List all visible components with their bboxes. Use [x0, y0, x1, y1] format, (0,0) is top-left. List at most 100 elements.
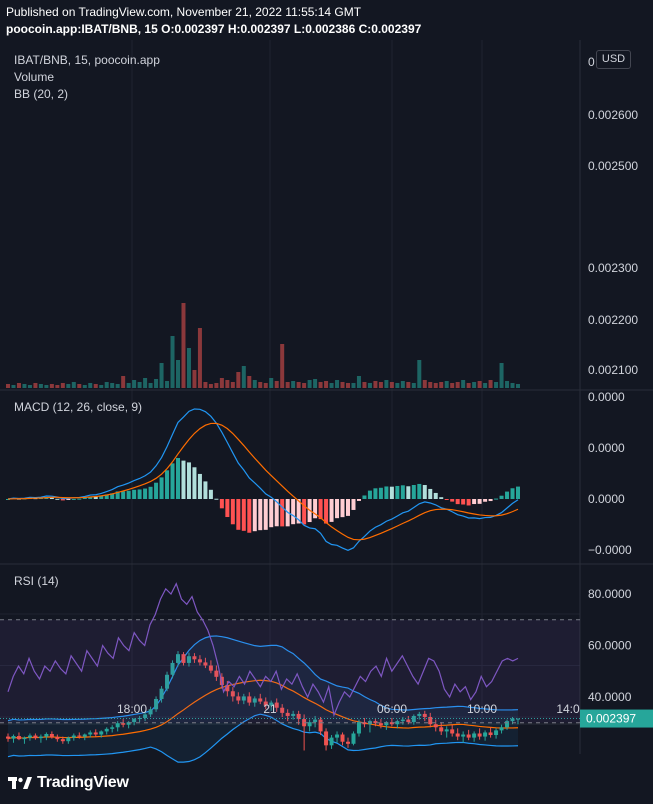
- candle-body: [241, 696, 246, 701]
- candle-body: [11, 736, 16, 739]
- macd-histogram-bar: [176, 458, 180, 499]
- candle-body: [296, 713, 301, 720]
- macd-axis-label: 0.0000: [588, 441, 625, 455]
- macd-histogram-bar: [461, 499, 466, 505]
- candle-body: [477, 733, 482, 737]
- candle-body: [66, 737, 71, 742]
- volume-bar: [296, 382, 301, 388]
- volume-bar: [88, 383, 93, 388]
- chart-area[interactable]: 0.002397 0 0.002600 0.002500 0.002300 0.00220…: [0, 40, 653, 764]
- rsi-axis-label: 60.0000: [588, 639, 632, 653]
- macd-histogram-bar: [340, 499, 345, 518]
- macd-histogram-bar: [77, 498, 82, 500]
- macd-histogram-bar: [280, 499, 285, 527]
- main-title: IBAT/BNB, 15, poocoin.app: [14, 53, 160, 67]
- macd-histogram-bar: [247, 499, 252, 533]
- volume-bar: [373, 381, 378, 388]
- volume-bar: [505, 381, 510, 388]
- macd-histogram-bar: [356, 499, 361, 501]
- macd-histogram-bar: [400, 485, 405, 499]
- volume-bar: [367, 383, 372, 388]
- candle-body: [510, 718, 515, 722]
- volume-bar: [400, 381, 405, 388]
- macd-histogram-bar: [214, 498, 219, 500]
- candle-body: [335, 734, 340, 738]
- candle-body: [6, 736, 10, 739]
- macd-histogram-bar: [230, 499, 235, 525]
- macd-histogram-bar: [417, 483, 422, 499]
- volume-bar: [225, 380, 230, 388]
- candle-body: [252, 698, 257, 703]
- candle-body: [362, 722, 367, 725]
- candle-body: [318, 719, 323, 732]
- last-price-tag: [580, 709, 653, 728]
- volume-bar: [455, 382, 460, 388]
- candle-body: [93, 732, 98, 735]
- bb-lower-line: [7, 713, 519, 763]
- volume-bar: [258, 382, 263, 388]
- macd-histogram-bar: [346, 499, 350, 516]
- candle-body: [88, 732, 93, 735]
- macd-histogram-bar: [367, 490, 372, 499]
- currency-button[interactable]: USD: [596, 50, 631, 69]
- macd-histogram-bar: [335, 499, 340, 519]
- volume-bar: [148, 383, 153, 388]
- candle-body: [488, 732, 493, 736]
- candle-body: [274, 702, 279, 708]
- candle-body: [236, 696, 241, 701]
- candle-body: [285, 712, 290, 716]
- macd-histogram-bar: [477, 499, 482, 504]
- candle-body: [115, 723, 120, 728]
- candle-body: [499, 727, 504, 731]
- candle-body: [433, 724, 438, 728]
- macd-histogram-bar: [93, 496, 98, 499]
- macd-histogram-bar: [88, 496, 93, 499]
- macd-histogram-bar: [181, 460, 186, 499]
- macd-histogram-bar: [192, 467, 197, 499]
- candle-body: [307, 722, 312, 727]
- volume-bar: [499, 363, 504, 388]
- candle-body: [60, 739, 65, 742]
- signal-line: [7, 422, 519, 541]
- time-axis-label: 14:0: [556, 702, 580, 716]
- candle-body: [49, 733, 54, 738]
- candle-body: [340, 734, 345, 742]
- volume-bar: [384, 380, 389, 388]
- volume-bar: [335, 380, 340, 388]
- volume-bar: [60, 383, 65, 388]
- volume-bar: [16, 383, 21, 388]
- candle-body: [77, 735, 82, 737]
- candle-body: [148, 709, 153, 715]
- tradingview-icon: [8, 777, 32, 789]
- volume-bar: [192, 370, 197, 388]
- rsi-axis-label: 80.0000: [588, 587, 632, 601]
- tradingview-logo[interactable]: TradingView: [8, 774, 129, 792]
- macd-histogram-bar: [450, 499, 455, 502]
- candle-body: [444, 729, 449, 732]
- macd-histogram-bar: [389, 486, 394, 499]
- volume-bar: [77, 384, 82, 388]
- candle-body: [428, 717, 433, 725]
- volume-bar: [236, 372, 241, 388]
- volume-bar: [318, 382, 323, 388]
- candle-body: [137, 718, 142, 720]
- candle-body: [126, 722, 131, 725]
- macd-histogram-bar: [439, 497, 444, 499]
- macd-histogram-bar: [71, 498, 76, 500]
- macd-histogram-bar: [516, 486, 520, 499]
- macd-axis-label: 0.0000: [588, 390, 625, 404]
- candle-body: [258, 698, 263, 702]
- volume-bar: [66, 384, 71, 388]
- candle-body: [192, 656, 197, 660]
- macd-histogram-bar: [159, 477, 164, 499]
- macd-histogram-bar: [466, 499, 471, 506]
- symbol-ohlc-line: poocoin.app:IBAT/BNB, 15 O:0.002397 H:0.…: [6, 22, 422, 36]
- volume-bar: [208, 384, 213, 388]
- candle-body: [483, 732, 488, 737]
- candle-body: [55, 737, 60, 740]
- candle-body: [400, 719, 405, 722]
- volume-bar: [170, 336, 175, 388]
- volume-bar: [417, 360, 422, 388]
- volume-bar: [356, 376, 361, 388]
- volume-bar: [516, 384, 520, 388]
